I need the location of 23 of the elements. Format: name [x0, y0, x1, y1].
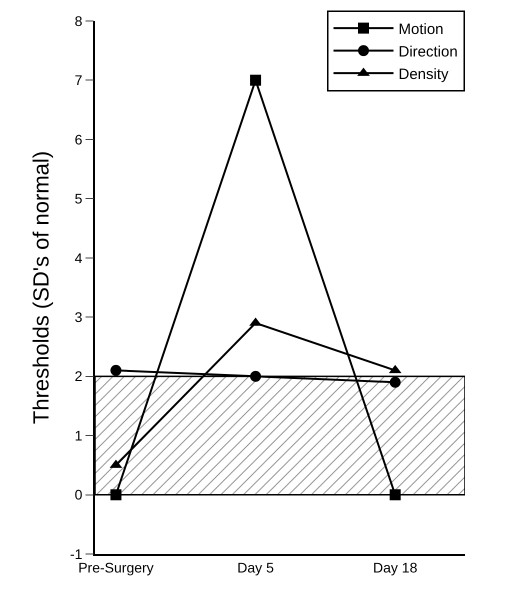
x-tick-label: Day 5 — [237, 560, 274, 576]
point — [390, 376, 401, 388]
legend-label: Motion — [398, 20, 444, 38]
x-tick-label: Pre-Surgery — [78, 560, 154, 576]
legend-label: Direction — [398, 43, 458, 60]
point — [110, 364, 122, 376]
legend-label: Density — [398, 66, 450, 83]
y-tick-label: 0 — [74, 486, 83, 503]
point — [250, 370, 262, 382]
y-tick-label: 4 — [74, 250, 83, 266]
y-axis-title: Thresholds (SD's of normal) — [28, 150, 54, 424]
point — [250, 74, 262, 86]
point — [110, 489, 122, 500]
y-tick-label: 8 — [74, 12, 83, 29]
y-tick-label: 3 — [74, 309, 83, 326]
y-tick-label: 7 — [74, 72, 83, 88]
y-tick-label: 5 — [74, 190, 83, 207]
point — [390, 489, 401, 500]
y-tick-label: 6 — [74, 131, 83, 148]
y-tick-label: 1 — [74, 427, 83, 444]
y-tick-label: -1 — [70, 546, 83, 562]
x-tick-label: Day 18 — [373, 560, 418, 576]
y-tick-label: 2 — [74, 368, 83, 384]
